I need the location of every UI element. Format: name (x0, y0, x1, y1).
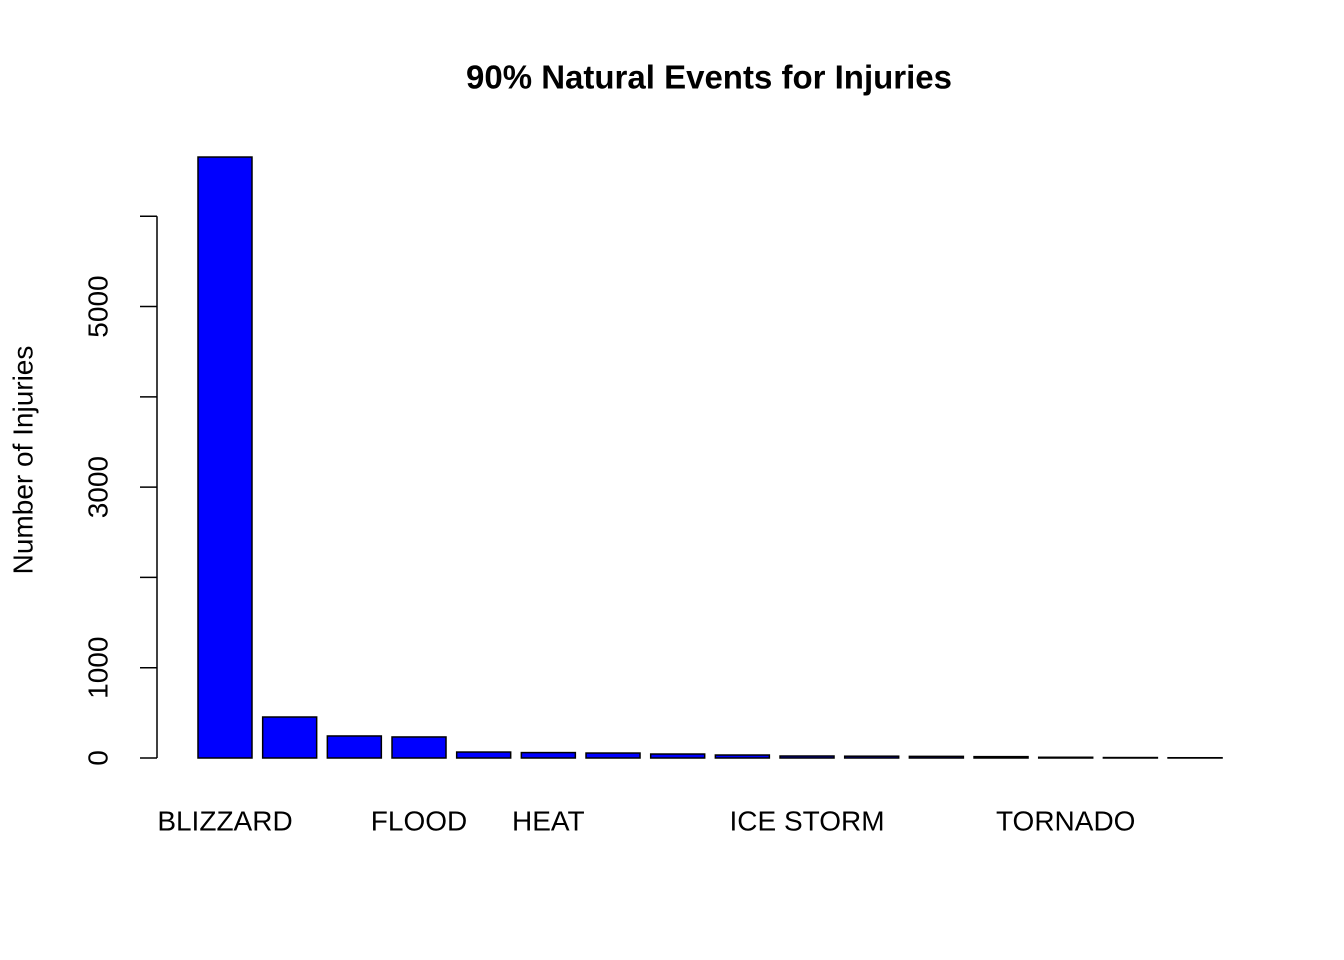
bar (973, 755, 1029, 759)
bar (843, 755, 900, 759)
x-tick-label: ICE STORM (729, 805, 884, 836)
y-tick-label: 5000 (82, 275, 113, 337)
x-tick-label: TORNADO (996, 805, 1136, 836)
bar (520, 751, 577, 759)
y-axis-label: Number of Injuries (7, 346, 38, 575)
bar (326, 735, 383, 759)
bar (779, 755, 835, 759)
bar (908, 755, 965, 759)
y-tick-label: 3000 (82, 456, 113, 518)
bar (197, 156, 253, 759)
x-tick-label: FLOOD (371, 805, 467, 836)
bar (455, 751, 512, 759)
y-tick-label: 1000 (82, 637, 113, 699)
x-tick-label: BLIZZARD (157, 805, 292, 836)
x-tick-label: HEAT (512, 805, 585, 836)
bar (261, 716, 318, 759)
bar (1037, 756, 1094, 759)
bar (585, 752, 641, 759)
bar (391, 736, 447, 759)
bar (649, 753, 706, 759)
chart-title: 90% Natural Events for Injuries (466, 59, 952, 96)
y-tick-label: 0 (82, 750, 113, 766)
bar (714, 754, 771, 759)
